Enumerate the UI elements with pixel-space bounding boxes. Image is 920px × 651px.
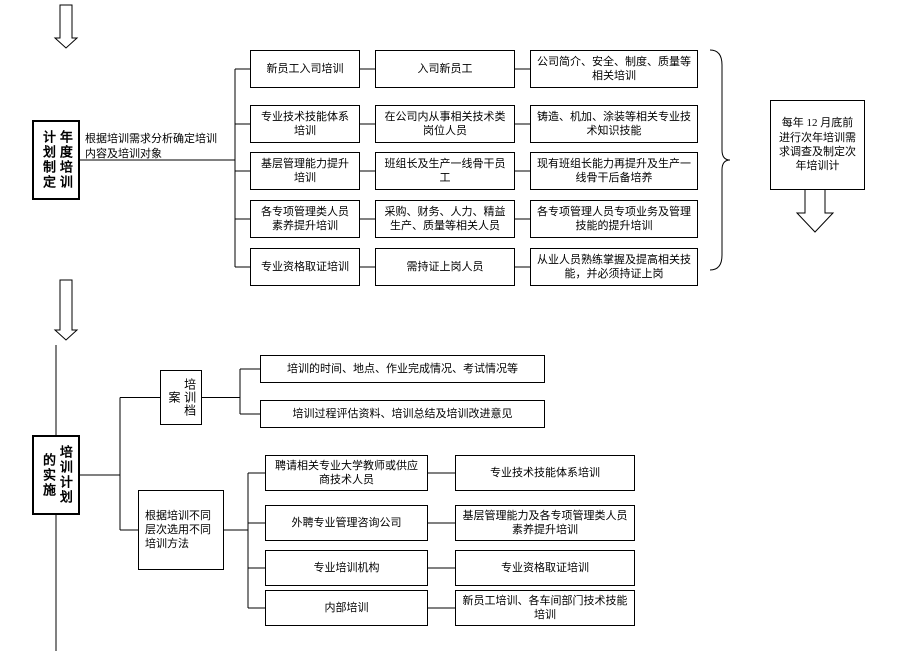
s1-col1-0: 新员工入司培训 [250,50,360,88]
archive-row-0: 培训的时间、地点、作业完成情况、考试情况等 [260,355,545,383]
s1-col3-2: 现有班组长能力再提升及生产一线骨干后备培养 [530,152,698,190]
s1-col1-3: 各专项管理类人员素养提升培训 [250,200,360,238]
method-col1-2: 专业培训机构 [265,550,428,586]
s1-col1-1: 专业技术技能体系培训 [250,105,360,143]
s1-col2-1: 在公司内从事相关技术类岗位人员 [375,105,515,143]
s1-col2-2: 班组长及生产一线骨干员工 [375,152,515,190]
s1-col2-0: 入司新员工 [375,50,515,88]
s1-col1-4: 专业资格取证培训 [250,248,360,286]
s1-col1-2: 基层管理能力提升培训 [250,152,360,190]
method-col2-1: 基层管理能力及各专项管理类人员素养提升培训 [455,505,635,541]
s1-col3-3: 各专项管理人员专项业务及管理技能的提升培训 [530,200,698,238]
note-analysis: 根据培训需求分析确定培训内容及培训对象 [85,132,225,163]
main-box-implementation: 培训计划的实施 [32,435,80,515]
main-box-annual-plan: 年度培训计划制定 [32,120,80,200]
method-col1-1: 外聘专业管理咨询公司 [265,505,428,541]
sub-box-archive: 培训档案 [160,370,202,425]
s1-col3-1: 铸造、机加、涂装等相关专业技术知识技能 [530,105,698,143]
sub-box-methods: 根据培训不同层次选用不同培训方法 [138,490,224,570]
method-col2-3: 新员工培训、各车间部门技术技能培训 [455,590,635,626]
side-note-december: 每年 12 月底前进行次年培训需求调查及制定次年培训计 [770,100,865,190]
s1-col3-4: 从业人员熟练掌握及提高相关技能，并必须持证上岗 [530,248,698,286]
archive-row-1: 培训过程评估资料、培训总结及培训改进意见 [260,400,545,428]
method-col2-0: 专业技术技能体系培训 [455,455,635,491]
method-col1-0: 聘请相关专业大学教师或供应商技术人员 [265,455,428,491]
method-col2-2: 专业资格取证培训 [455,550,635,586]
s1-col3-0: 公司简介、安全、制度、质量等相关培训 [530,50,698,88]
s1-col2-4: 需持证上岗人员 [375,248,515,286]
s1-col2-3: 采购、财务、人力、精益生产、质量等相关人员 [375,200,515,238]
method-col1-3: 内部培训 [265,590,428,626]
